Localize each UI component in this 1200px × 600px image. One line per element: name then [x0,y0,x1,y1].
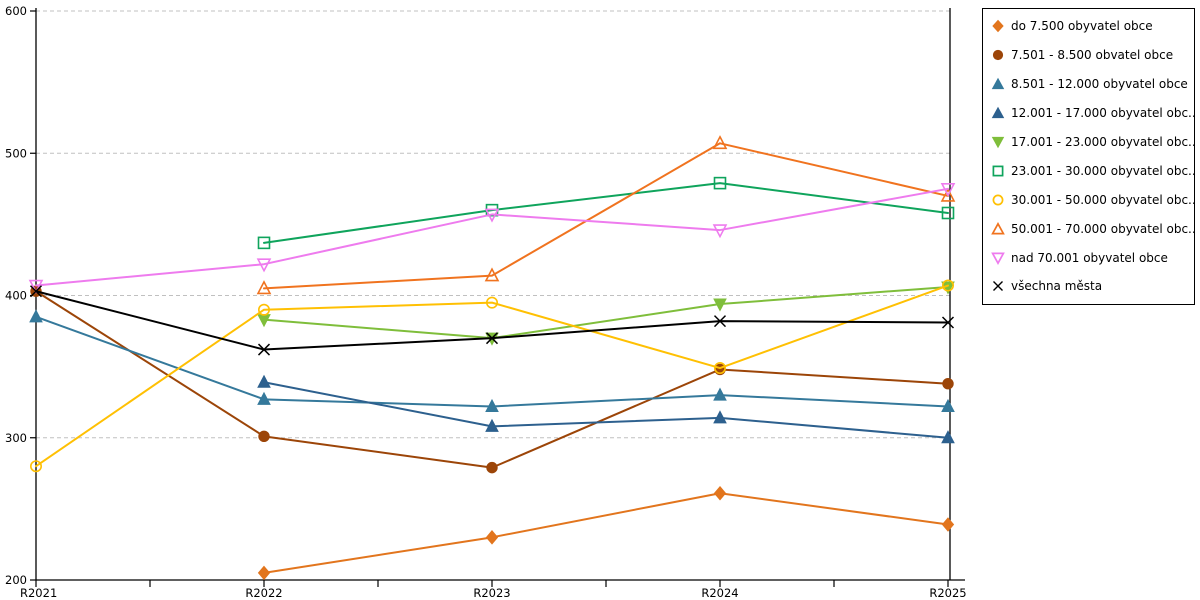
series-6-point-R2023 [486,296,498,309]
series-4-point-R2024 [713,298,727,312]
series-4-point-R2025 [941,281,955,295]
series-line-1 [35,290,949,469]
series-9-point-R2023 [485,332,499,345]
series-1-point-R2022 [258,430,270,443]
series-7-point-R2025 [940,187,956,202]
series-8-point-R2025 [940,183,956,198]
series-3-point-R2025 [941,430,955,444]
series-7-point-R2022 [256,280,272,295]
x-tick-label: R2023 [473,586,510,600]
legend-item-4[interactable]: 17.001 - 23.000 obyvatel obc... [991,135,1194,149]
series-0-point-R2024 [713,485,727,501]
series-6-point-R2022 [258,303,270,316]
legend-item-9[interactable]: všechna města [991,279,1194,293]
series-0-point-R2022 [257,565,271,581]
series-3-point-R2024 [713,410,727,424]
series-line-5 [263,182,949,244]
series-line-6 [35,284,949,468]
legend-item-0[interactable]: do 7.500 obyvatel obce [991,19,1194,33]
y-tick-label: 500 [5,146,27,160]
triangle-up-legend-icon [991,106,1005,119]
legend-item-label: 17.001 - 23.000 obyvatel obc... [1011,135,1194,149]
diamond-legend-icon [992,20,1004,33]
series-2-point-R2025 [941,398,955,412]
series-7-point-R2023 [484,267,500,282]
series-line-4 [263,285,949,340]
series-1-point-R2023 [486,461,498,474]
legend-item-label: 50.001 - 70.000 obyvatel obc... [1011,221,1194,236]
chart-legend: do 7.500 obyvatel obce 7.501 - 8.500 obva… [982,8,1195,305]
series-line-0 [263,492,949,574]
legend-item-label: nad 70.001 obyvatel obce [1011,250,1168,265]
legend-item-7[interactable]: 50.001 - 70.000 obyvatel obc... [991,222,1194,236]
y-tick-label: 300 [5,431,27,445]
legend-item-6[interactable]: 30.001 - 50.000 obyvatel obc... [991,193,1194,207]
series-3-point-R2023 [485,418,499,432]
triangle-up-legend-icon [991,221,1005,235]
series-9-point-R2024 [713,315,727,328]
legend-item-8[interactable]: nad 70.001 obyvatel obce [991,251,1194,265]
legend-item-label: 8.501 - 12.000 obyvatel obce [1011,77,1188,92]
legend-item-1[interactable]: 7.501 - 8.500 obvatel obce [991,48,1194,62]
legend-item-label: 30.001 - 50.000 obyvatel obc... [1011,192,1194,207]
y-tick-label: 200 [5,573,27,587]
series-9-point-R2025 [941,316,955,329]
y-tick-label: 400 [5,289,27,303]
series-6-point-R2025 [942,279,954,292]
series-line-2 [35,315,949,408]
series-5-point-R2024 [713,176,727,190]
series-7-point-R2024 [712,135,728,150]
series-2-point-R2022 [257,391,271,405]
series-line-3 [263,381,949,439]
series-8-point-R2021 [28,279,44,294]
series-1-point-R2025 [942,377,954,390]
legend-item-label: do 7.500 obyvatel obce [1011,19,1153,34]
series-8-point-R2023 [484,208,500,223]
series-8-point-R2022 [256,258,272,273]
series-9-point-R2022 [257,343,271,356]
series-0-point-R2025 [941,517,955,532]
series-2-point-R2021 [29,309,43,323]
legend-item-2[interactable]: 8.501 - 12.000 obyvatel obce [991,77,1194,91]
series-2-point-R2024 [713,387,727,401]
triangle-up-legend-icon [991,77,1005,90]
series-line-7 [263,142,949,290]
triangle-down-legend-icon [991,252,1005,265]
x-tick-label: R2024 [701,586,738,600]
y-tick-label: 600 [5,4,27,18]
triangle-down-legend-icon [991,136,1005,149]
x-tick-label: R2022 [245,586,282,600]
legend-item-5[interactable]: 23.001 - 30.000 obyvatel obc... [991,164,1194,178]
legend-item-label: 12.001 - 17.000 obyvatel obc... [1011,106,1194,121]
legend-item-label: 7.501 - 8.500 obvatel obce [1011,48,1174,63]
circle-legend-icon [992,194,1004,206]
circle-legend-icon [992,50,1004,61]
series-5-point-R2025 [941,206,955,220]
series-2-point-R2023 [485,398,499,412]
series-5-point-R2022 [257,236,271,250]
legend-item-label: všechna města [1011,279,1103,294]
series-0-point-R2023 [485,530,499,545]
series-8-point-R2024 [712,224,728,239]
series-line-8 [35,187,949,287]
series-6-point-R2021 [30,460,42,473]
series-6-point-R2024 [714,362,726,375]
square-legend-icon [992,165,1004,177]
x-legend-icon [993,281,1003,292]
x-tick-label: R2021 [20,586,57,600]
legend-item-label: 23.001 - 30.000 obyvatel obc... [1011,163,1194,178]
series-9-point-R2021 [29,285,43,298]
series-3-point-R2022 [257,374,271,388]
legend-item-3[interactable]: 12.001 - 17.000 obyvatel obc... [991,106,1194,120]
x-tick-label: R2025 [929,586,966,600]
